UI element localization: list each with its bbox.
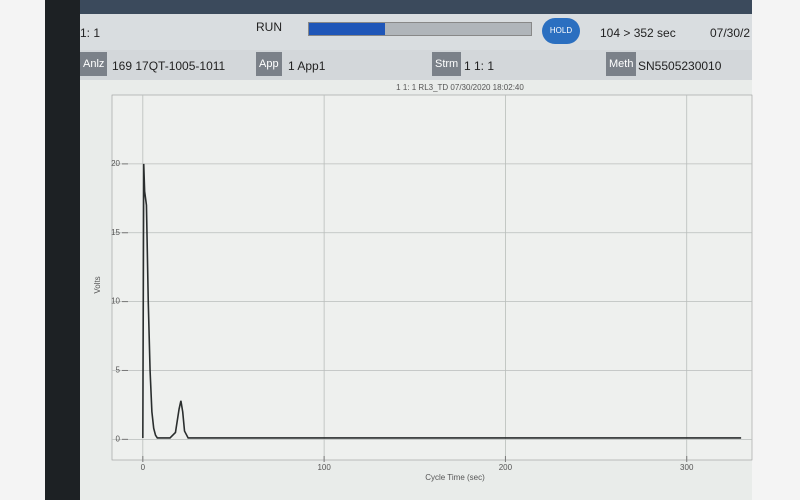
y-tick-label: 10 (111, 297, 120, 306)
data-line (142, 163, 742, 439)
x-axis-label: Cycle Time (sec) (425, 473, 485, 482)
info-label: Strm (432, 52, 462, 76)
bezel (45, 0, 80, 500)
info-label: Meth (606, 52, 637, 76)
status-row: 1: 1 RUN HOLD 104 > 352 sec 07/30/2 (80, 14, 752, 50)
x-tick-label: 300 (680, 463, 694, 472)
x-tick-label: 200 (499, 463, 513, 472)
hold-button[interactable]: HOLD (542, 18, 580, 44)
info-value: 169 17QT-1005-1011 (112, 59, 226, 73)
y-tick-label: 5 (116, 366, 121, 375)
info-label: Anlz (80, 52, 108, 76)
position: 1: 1 (80, 26, 101, 40)
plot-area (111, 94, 753, 461)
progress-fill (309, 23, 385, 35)
status: RUN (256, 20, 282, 34)
progress-bar (308, 22, 532, 36)
chart-title: 1 1: 1 RL3_TD 07/30/2020 18:02:40 (396, 83, 524, 92)
y-tick-label: 0 (116, 434, 121, 443)
info-value: SN5505230010 (638, 59, 722, 73)
info-row: Anlz 169 17QT-1005-1011 App 1 App1 Strm … (80, 50, 752, 80)
info-value: 1 1: 1 (464, 59, 495, 73)
y-tick-label: 15 (111, 228, 120, 237)
x-tick-label: 0 (141, 463, 146, 472)
info-label: App (256, 52, 282, 76)
x-tick-label: 100 (317, 463, 331, 472)
time: 104 > 352 sec (600, 26, 676, 40)
date: 07/30/2 (710, 26, 751, 40)
toolbar (80, 0, 752, 14)
info-value: 1 App1 (288, 59, 326, 73)
y-tick-label: 20 (111, 159, 120, 168)
y-axis-label: Volts (93, 276, 102, 293)
